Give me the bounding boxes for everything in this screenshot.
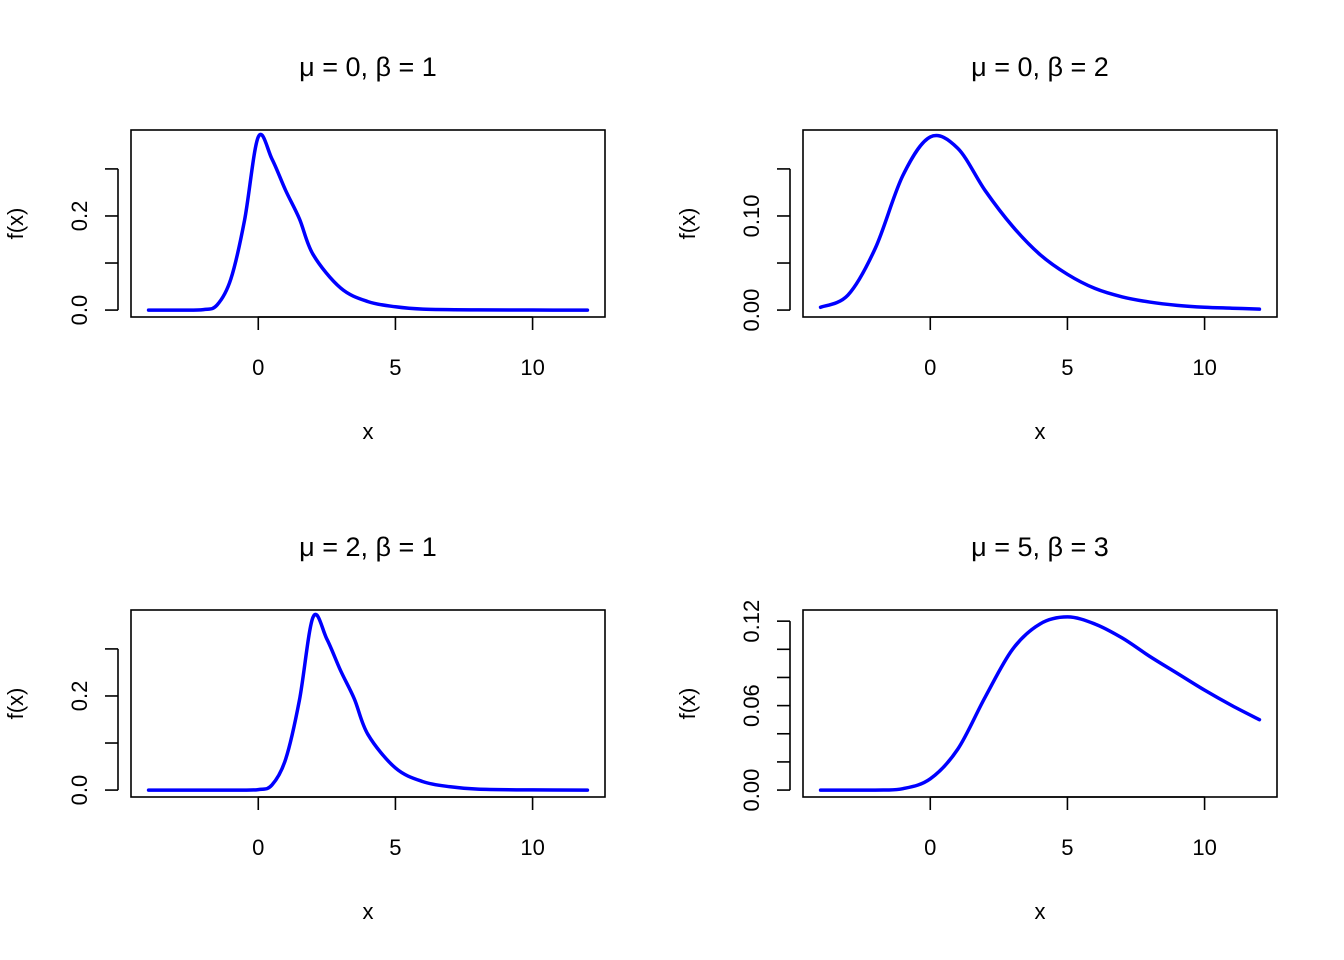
x-tick-label: 5 — [389, 835, 401, 860]
x-tick-label: 10 — [520, 835, 544, 860]
chart-title: μ = 0, β = 1 — [299, 52, 437, 82]
chart-title: μ = 5, β = 3 — [971, 532, 1109, 562]
y-axis-label: f(x) — [3, 688, 28, 720]
x-tick-label: 5 — [389, 355, 401, 380]
y-tick-label: 0.06 — [739, 684, 764, 727]
x-tick-label: 0 — [252, 355, 264, 380]
x-tick-label: 5 — [1061, 355, 1073, 380]
x-tick-label: 5 — [1061, 835, 1073, 860]
x-axis-label: x — [1035, 899, 1046, 924]
y-tick-label: 0.12 — [739, 600, 764, 643]
y-tick-label: 0.2 — [67, 681, 92, 712]
plot-frame — [802, 129, 1278, 318]
plot-frame — [130, 609, 606, 798]
x-axis-label: x — [363, 899, 374, 924]
series-line-1 — [146, 132, 590, 312]
x-axis-label: x — [1035, 419, 1046, 444]
chart-panel-3: μ = 2, β = 1 0 5 10 0.0 0.2 x f(x) — [3, 532, 606, 924]
y-tick-label: 0.00 — [739, 289, 764, 332]
y-axis-label: f(x) — [3, 208, 28, 240]
x-tick-label: 0 — [252, 835, 264, 860]
series-line-1 — [818, 133, 1262, 311]
y-tick-label: 0.10 — [739, 195, 764, 238]
x-axis-label: x — [363, 419, 374, 444]
series-line-1 — [818, 615, 1262, 792]
x-tick-label: 10 — [1192, 355, 1216, 380]
chart-panel-4: μ = 5, β = 3 0 5 10 0.00 0.06 0.12 x f(x) — [675, 532, 1278, 924]
y-axis-label: f(x) — [675, 208, 700, 240]
y-axis-label: f(x) — [675, 688, 700, 720]
chart-panel-2: μ = 0, β = 2 0 5 10 0.00 0.10 x f(x) — [675, 52, 1278, 444]
y-tick-label: 0.0 — [67, 775, 92, 806]
plot-frame — [130, 129, 606, 318]
chart-title: μ = 0, β = 2 — [971, 52, 1109, 82]
x-tick-label: 10 — [1192, 835, 1216, 860]
plot-frame — [802, 609, 1278, 798]
y-tick-label: 0.0 — [67, 295, 92, 326]
series-line-1 — [146, 612, 590, 792]
x-tick-label: 0 — [924, 835, 936, 860]
y-tick-label: 0.2 — [67, 201, 92, 232]
chart-panel-1: μ = 0, β = 1 0 5 10 0.0 0.2 x f(x) — [3, 52, 606, 444]
x-tick-label: 0 — [924, 355, 936, 380]
chart-title: μ = 2, β = 1 — [299, 532, 437, 562]
x-tick-label: 10 — [520, 355, 544, 380]
y-tick-label: 0.00 — [739, 769, 764, 812]
